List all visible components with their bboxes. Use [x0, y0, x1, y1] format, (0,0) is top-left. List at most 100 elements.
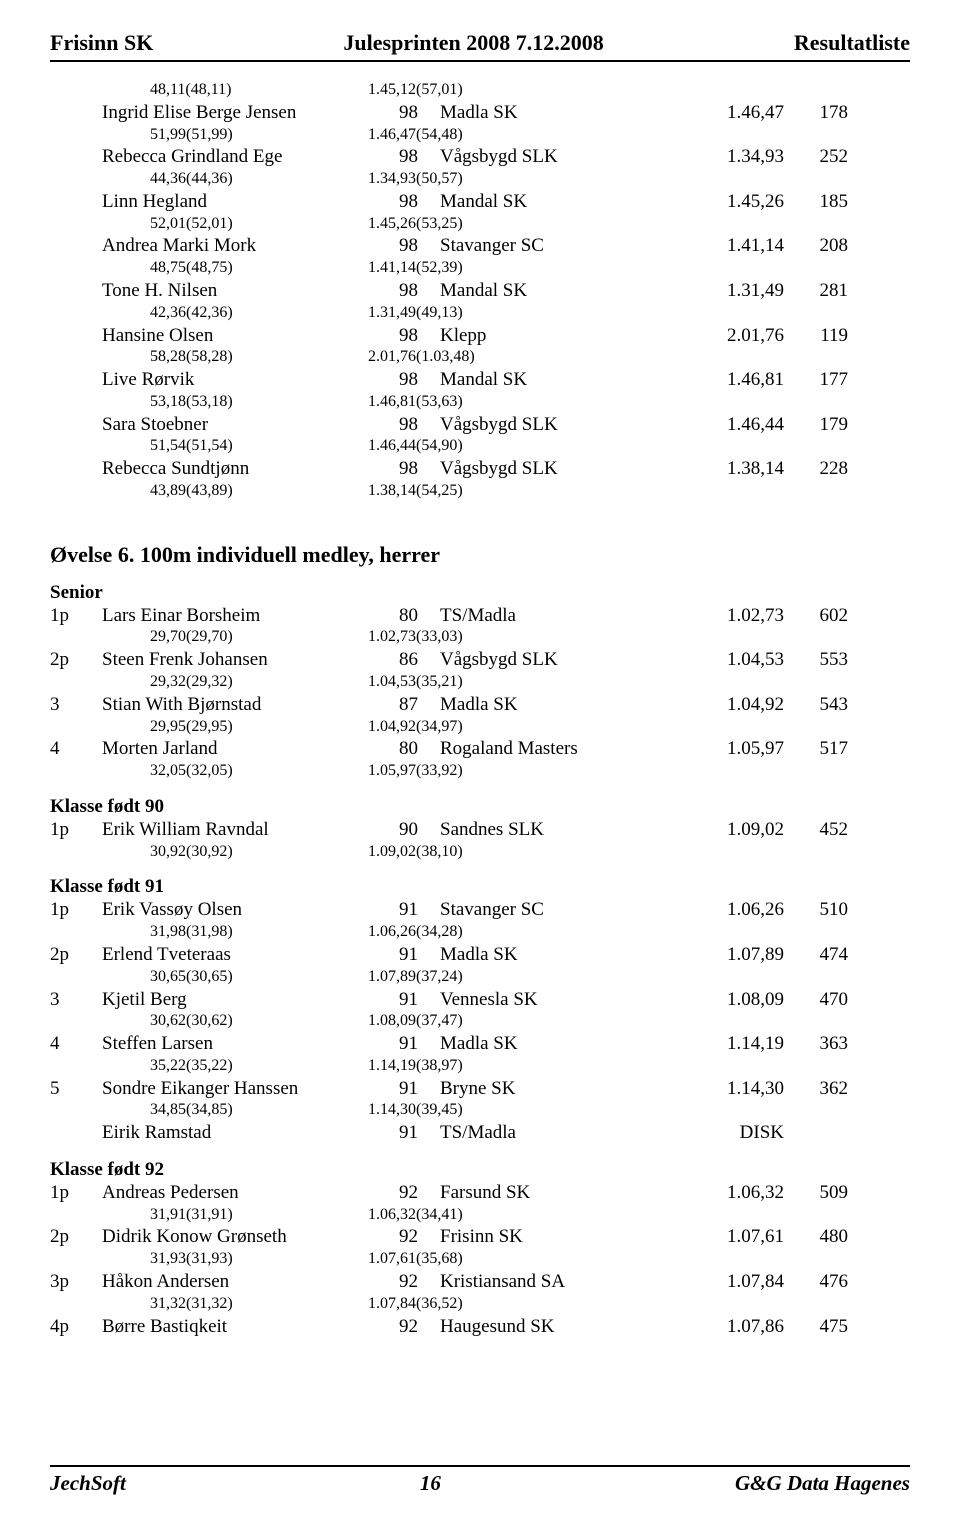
split-2: 1.31,49(49,13) [368, 303, 568, 324]
time: 1.07,86 [674, 1315, 784, 1339]
athlete-name: Ingrid Elise Berge Jensen [102, 101, 372, 125]
split-row: 31,91(31,91)1.06,32(34,41) [50, 1205, 910, 1226]
place: 5 [50, 1077, 98, 1101]
athlete-name: Erlend Tveteraas [102, 943, 372, 967]
athlete-name: Tone H. Nilsen [102, 279, 372, 303]
split-2: 1.45,12(57,01) [368, 80, 568, 101]
birth-year: 92 [376, 1315, 436, 1339]
athlete-name: Rebecca Grindland Ege [102, 145, 372, 169]
result-row: 3Stian With Bjørnstad87Madla SK1.04,9254… [50, 693, 910, 717]
split-1: 42,36(42,36) [98, 303, 368, 324]
split-row: 30,65(30,65)1.07,89(37,24) [50, 967, 910, 988]
time: 1.07,61 [674, 1225, 784, 1249]
event-title: Øvelse 6. 100m individuell medley, herre… [50, 542, 910, 568]
birth-year: 92 [376, 1270, 436, 1294]
birth-year: 98 [376, 279, 436, 303]
header-right: Resultatliste [794, 30, 910, 56]
split-row: 30,62(30,62)1.08,09(37,47) [50, 1011, 910, 1032]
results-container: 48,11(48,11)1.45,12(57,01)Ingrid Elise B… [50, 80, 910, 1338]
split-1: 30,62(30,62) [98, 1011, 368, 1032]
result-row: 4pBørre Bastiqkeit92Haugesund SK1.07,864… [50, 1315, 910, 1339]
points: 185 [788, 190, 848, 214]
split-row: 35,22(35,22)1.14,19(38,97) [50, 1056, 910, 1077]
club: Vennesla SK [440, 988, 670, 1012]
points: 543 [788, 693, 848, 717]
club: Mandal SK [440, 190, 670, 214]
split-1: 29,32(29,32) [98, 672, 368, 693]
birth-year: 91 [376, 988, 436, 1012]
split-2: 1.38,14(54,25) [368, 481, 568, 502]
points: 208 [788, 234, 848, 258]
result-row: Andrea Marki Mork98Stavanger SC1.41,1420… [50, 234, 910, 258]
result-row: 4Steffen Larsen91Madla SK1.14,19363 [50, 1032, 910, 1056]
result-row: 1pErik Vassøy Olsen91Stavanger SC1.06,26… [50, 898, 910, 922]
points: 362 [788, 1077, 848, 1101]
place: 1p [50, 898, 98, 922]
split-1: 32,05(32,05) [98, 761, 368, 782]
result-row: Tone H. Nilsen98Mandal SK1.31,49281 [50, 279, 910, 303]
split-1: 48,75(48,75) [98, 258, 368, 279]
split-row: 32,05(32,05)1.05,97(33,92) [50, 761, 910, 782]
place [50, 101, 98, 125]
result-row: 2pDidrik Konow Grønseth92Frisinn SK1.07,… [50, 1225, 910, 1249]
split-row: 31,32(31,32)1.07,84(36,52) [50, 1294, 910, 1315]
split-row: 42,36(42,36)1.31,49(49,13) [50, 303, 910, 324]
birth-year: 98 [376, 368, 436, 392]
result-row: 1pAndreas Pedersen92Farsund SK1.06,32509 [50, 1181, 910, 1205]
split-1: 31,32(31,32) [98, 1294, 368, 1315]
club: TS/Madla [440, 604, 670, 628]
club: Vågsbygd SLK [440, 413, 670, 437]
result-row: 2pErlend Tveteraas91Madla SK1.07,89474 [50, 943, 910, 967]
points: 474 [788, 943, 848, 967]
split-1: 51,54(51,54) [98, 436, 368, 457]
points: 509 [788, 1181, 848, 1205]
place [50, 413, 98, 437]
club: Haugesund SK [440, 1315, 670, 1339]
time: 1.31,49 [674, 279, 784, 303]
time: 1.09,02 [674, 818, 784, 842]
footer-right: G&G Data Hagenes [735, 1471, 910, 1496]
result-row: Live Rørvik98Mandal SK1.46,81177 [50, 368, 910, 392]
result-row: 1pErik William Ravndal90Sandnes SLK1.09,… [50, 818, 910, 842]
club: Mandal SK [440, 368, 670, 392]
birth-year: 98 [376, 324, 436, 348]
points: 475 [788, 1315, 848, 1339]
place: 2p [50, 943, 98, 967]
club: TS/Madla [440, 1121, 670, 1145]
result-row: Rebecca Grindland Ege98Vågsbygd SLK1.34,… [50, 145, 910, 169]
split-2: 1.07,61(35,68) [368, 1249, 568, 1270]
club: Sandnes SLK [440, 818, 670, 842]
result-row: 3pHåkon Andersen92Kristiansand SA1.07,84… [50, 1270, 910, 1294]
birth-year: 86 [376, 648, 436, 672]
split-1: 43,89(43,89) [98, 481, 368, 502]
split-2: 1.08,09(37,47) [368, 1011, 568, 1032]
time: 1.07,89 [674, 943, 784, 967]
split-2: 1.06,32(34,41) [368, 1205, 568, 1226]
split-1: 30,92(30,92) [98, 842, 368, 863]
time: 1.46,47 [674, 101, 784, 125]
club: Mandal SK [440, 279, 670, 303]
athlete-name: Erik Vassøy Olsen [102, 898, 372, 922]
split-row: 48,75(48,75)1.41,14(52,39) [50, 258, 910, 279]
club: Klepp [440, 324, 670, 348]
result-row: Sara Stoebner98Vågsbygd SLK1.46,44179 [50, 413, 910, 437]
split-2: 1.45,26(53,25) [368, 214, 568, 235]
time: 1.41,14 [674, 234, 784, 258]
split-1: 53,18(53,18) [98, 392, 368, 413]
time: 1.04,53 [674, 648, 784, 672]
split-row: 29,70(29,70)1.02,73(33,03) [50, 627, 910, 648]
age-class-heading: Klasse født 92 [50, 1159, 910, 1181]
birth-year: 91 [376, 943, 436, 967]
header-left: Frisinn SK [50, 30, 153, 56]
split-2: 1.46,81(53,63) [368, 392, 568, 413]
athlete-name: Stian With Bjørnstad [102, 693, 372, 717]
athlete-name: Hansine Olsen [102, 324, 372, 348]
time: 1.07,84 [674, 1270, 784, 1294]
split-2: 1.07,89(37,24) [368, 967, 568, 988]
split-row: 31,93(31,93)1.07,61(35,68) [50, 1249, 910, 1270]
age-class-heading: Senior [50, 582, 910, 604]
split-1: 31,93(31,93) [98, 1249, 368, 1270]
split-1: 48,11(48,11) [98, 80, 368, 101]
result-row: Hansine Olsen98Klepp2.01,76119 [50, 324, 910, 348]
split-row: 29,95(29,95)1.04,92(34,97) [50, 717, 910, 738]
